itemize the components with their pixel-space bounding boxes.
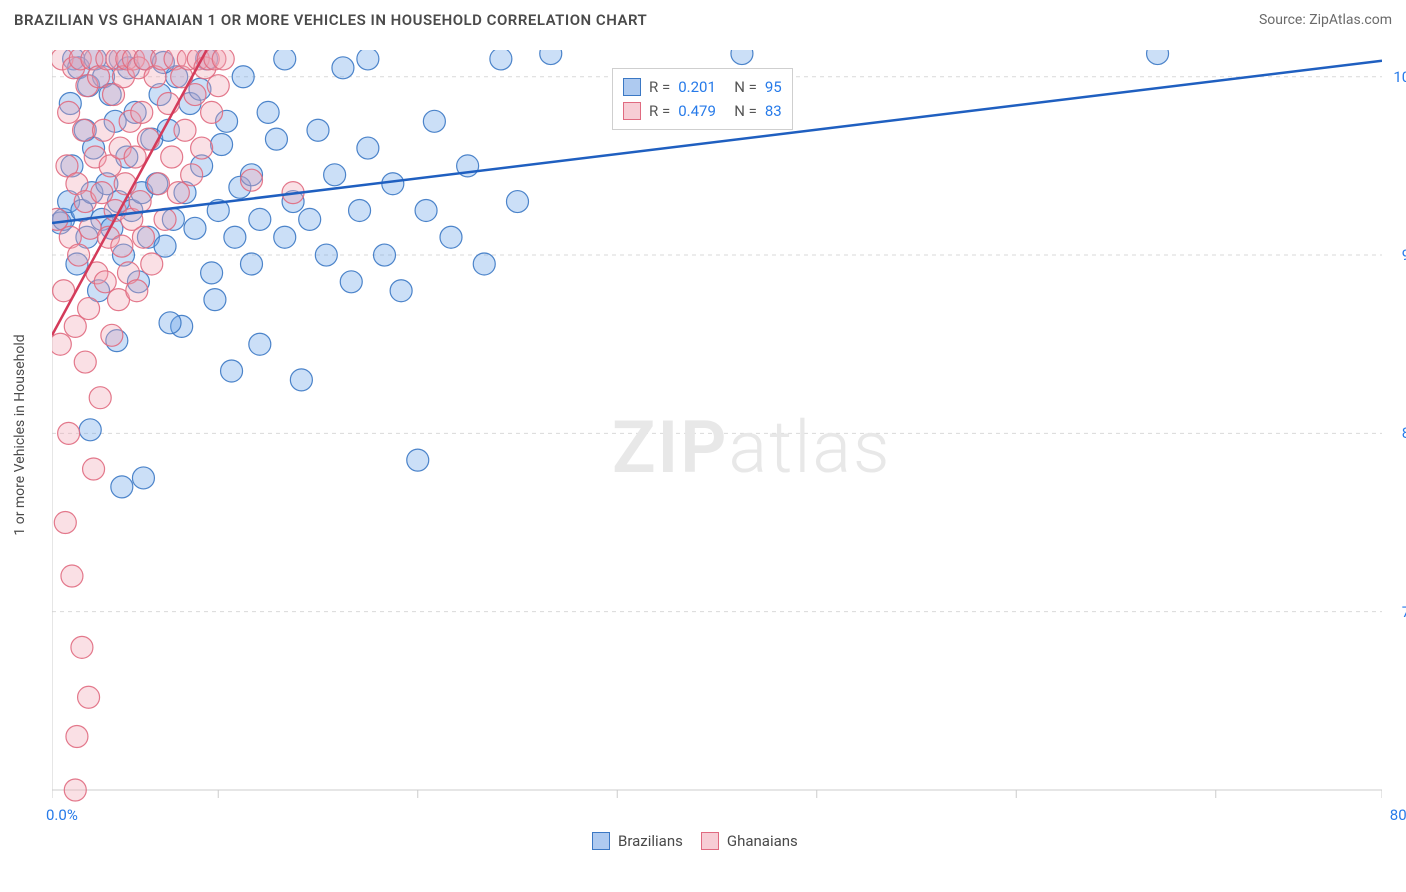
scatter-plot — [52, 50, 1382, 820]
legend-label: Ghanaians — [727, 832, 798, 850]
series-legend: Brazilians Ghanaians — [592, 832, 798, 850]
legend-row: R = 0.479 N = 83 — [623, 99, 782, 123]
legend-label: Brazilians — [618, 832, 683, 850]
y-tick-label: 90.0% — [1387, 246, 1406, 264]
legend-r-value: 0.479 — [678, 102, 726, 120]
legend-r-value: 0.201 — [678, 78, 726, 96]
y-tick-label: 100.0% — [1387, 68, 1406, 86]
chart-area: 1 or more Vehicles in Household ZIPatlas… — [52, 50, 1382, 820]
y-tick-label: 80.0% — [1387, 424, 1406, 442]
legend-r-label: R = — [649, 78, 670, 96]
chart-title: BRAZILIAN VS GHANAIAN 1 OR MORE VEHICLES… — [14, 11, 647, 29]
legend-swatch — [701, 832, 719, 850]
legend-swatch — [592, 832, 610, 850]
legend-swatch — [623, 102, 641, 120]
legend-n-value: 83 — [765, 102, 782, 120]
legend-item: Brazilians — [592, 832, 683, 850]
x-tick-right: 80.0% — [1390, 806, 1406, 824]
legend-item: Ghanaians — [701, 832, 798, 850]
chart-source: Source: ZipAtlas.com — [1259, 12, 1392, 28]
legend-r-label: R = — [649, 102, 670, 120]
legend-n-value: 95 — [765, 78, 782, 96]
legend-swatch — [623, 78, 641, 96]
legend-row: R = 0.201 N = 95 — [623, 75, 782, 99]
y-tick-label: 70.0% — [1387, 603, 1406, 621]
y-axis-label: 1 or more Vehicles in Household — [12, 334, 28, 535]
chart-header: BRAZILIAN VS GHANAIAN 1 OR MORE VEHICLES… — [0, 0, 1406, 40]
correlation-legend: R = 0.201 N = 95 R = 0.479 N = 83 — [612, 68, 793, 130]
x-tick-left: 0.0% — [46, 806, 78, 824]
legend-n-label: N = — [734, 78, 757, 96]
legend-n-label: N = — [734, 102, 757, 120]
